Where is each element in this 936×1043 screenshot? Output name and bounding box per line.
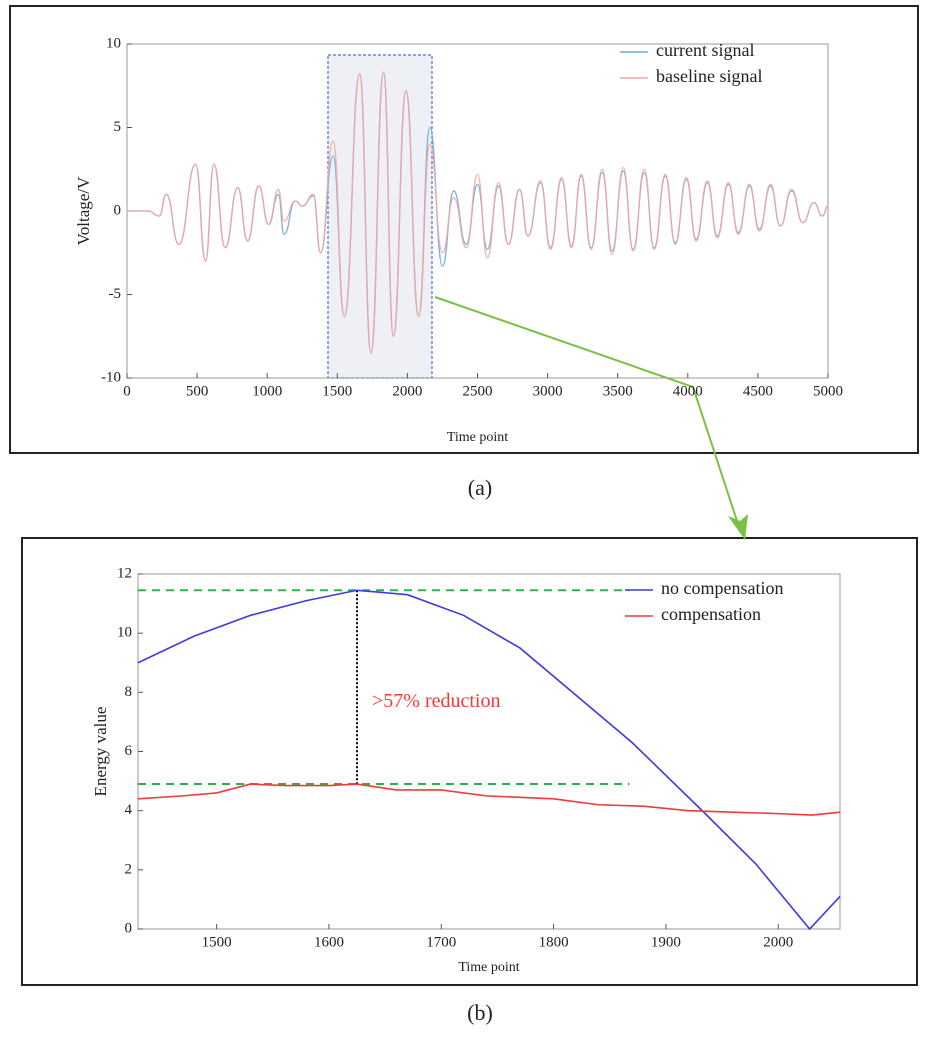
y-tick-label: 6 — [125, 743, 133, 759]
x-tick-label: 1800 — [539, 934, 569, 950]
series-line — [137, 589, 841, 931]
x-tick-label: 2500 — [463, 383, 493, 399]
x-tick-label: 3500 — [603, 383, 633, 399]
x-axis-label: Time point — [447, 430, 508, 445]
x-tick-label: 1000 — [252, 383, 282, 399]
x-tick-label: 5000 — [813, 383, 843, 399]
x-tick-label: 4500 — [743, 383, 773, 399]
x-tick-label: 0 — [123, 383, 131, 399]
x-tick-label: 1900 — [651, 934, 681, 950]
x-tick-label: 1500 — [202, 934, 232, 950]
panel-frame — [21, 537, 918, 986]
series-line — [126, 71, 829, 354]
x-tick-label: 2000 — [763, 934, 793, 950]
y-tick-label: 4 — [125, 802, 133, 818]
y-tick-label: 12 — [117, 565, 132, 581]
legend-label: baseline signal — [656, 66, 762, 86]
legend-label: current signal — [656, 40, 754, 60]
legend-label: compensation — [661, 604, 761, 624]
y-axis-label: Energy value — [91, 707, 110, 797]
caption: (b) — [467, 1000, 493, 1025]
y-tick-label: 2 — [125, 861, 133, 877]
plot-area — [137, 573, 841, 930]
panel-frame — [9, 5, 919, 454]
y-tick-label: 5 — [114, 119, 122, 135]
x-tick-label: 3000 — [533, 383, 563, 399]
y-tick-label: -5 — [109, 286, 122, 302]
zoom-arrow — [434, 296, 741, 531]
x-tick-label: 2000 — [392, 383, 422, 399]
x-tick-label: 1500 — [322, 383, 352, 399]
y-tick-label: 8 — [125, 684, 133, 700]
x-tick-label: 4000 — [673, 383, 703, 399]
annotation: >57% reduction — [372, 690, 500, 712]
y-axis-label: Voltage/V — [74, 176, 93, 245]
y-tick-label: 10 — [106, 35, 121, 51]
x-tick-label: 1600 — [314, 934, 344, 950]
y-tick-label: 0 — [114, 202, 122, 218]
legend-label: no compensation — [661, 578, 783, 598]
y-tick-label: -10 — [101, 369, 121, 385]
series-line — [137, 783, 841, 816]
caption: (a) — [468, 475, 492, 500]
x-tick-label: 500 — [186, 383, 209, 399]
y-tick-label: 0 — [125, 920, 133, 936]
y-tick-label: 10 — [117, 625, 132, 641]
x-axis-label: Time point — [458, 960, 519, 975]
arrow-head — [728, 514, 748, 540]
x-tick-label: 1700 — [426, 934, 456, 950]
